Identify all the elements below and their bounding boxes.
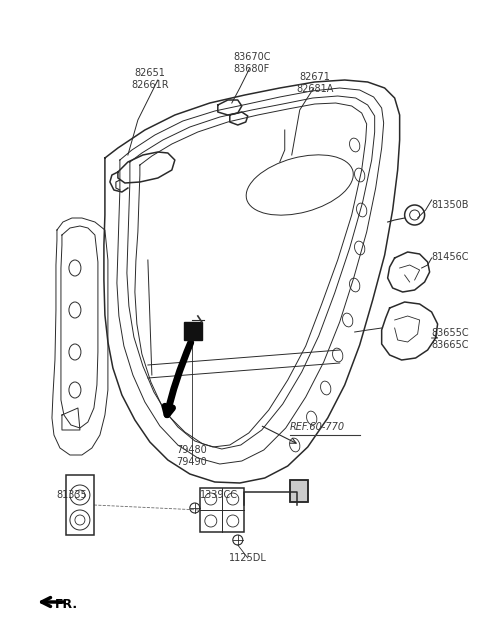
Text: 82671
82681A: 82671 82681A [296,72,334,94]
Text: 79480
79490: 79480 79490 [177,445,207,468]
Bar [184,322,202,340]
Bar [66,475,94,535]
Text: 83655C
83665C: 83655C 83665C [432,328,469,350]
Bar [200,488,244,532]
Text: 81350B: 81350B [432,200,469,210]
Text: FR.: FR. [55,598,78,611]
Bar [290,480,308,502]
Text: 82651
82661R: 82651 82661R [131,68,168,90]
Text: 1339CC: 1339CC [200,490,238,500]
Bar [290,480,308,502]
Text: 81335: 81335 [56,490,87,500]
Text: 1125DL: 1125DL [229,553,267,563]
Text: 83670C
83680F: 83670C 83680F [233,52,271,75]
Text: REF.60-770: REF.60-770 [290,422,345,432]
Text: 81456C: 81456C [432,252,469,262]
